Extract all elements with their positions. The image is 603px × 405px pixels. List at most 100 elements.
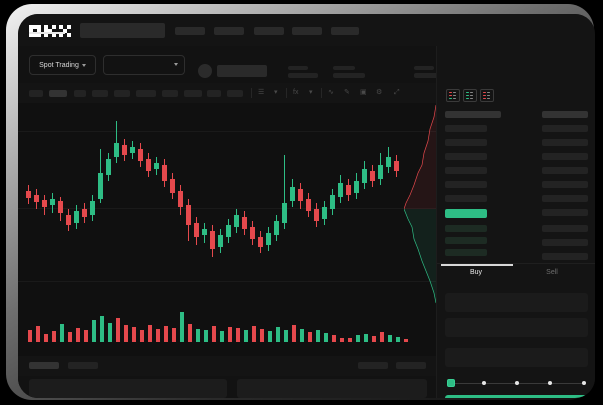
volume-bar bbox=[68, 332, 72, 342]
chevron-down-icon-indicator[interactable]: ▾ bbox=[309, 89, 313, 96]
bottom-action-2[interactable] bbox=[396, 362, 426, 369]
orderbook-bid-row[interactable] bbox=[445, 237, 487, 244]
orderbook-ask-row[interactable] bbox=[445, 167, 487, 174]
timeframe-4[interactable] bbox=[114, 90, 130, 97]
candlestick-icon[interactable]: ☰ bbox=[258, 89, 265, 96]
volume-bar bbox=[180, 312, 184, 342]
timeframe-6[interactable] bbox=[162, 90, 178, 97]
slider-step-2[interactable] bbox=[482, 380, 486, 385]
bottom-tab-open-orders[interactable] bbox=[29, 362, 59, 369]
timeframe-9[interactable] bbox=[227, 90, 243, 97]
candle bbox=[66, 103, 71, 308]
orderbook-ask-row[interactable] bbox=[445, 181, 487, 188]
depth-view-asks-icon[interactable] bbox=[480, 89, 494, 102]
volume-bar bbox=[340, 338, 344, 342]
slider-step-3[interactable] bbox=[515, 380, 519, 385]
candle bbox=[314, 103, 319, 308]
order-book[interactable] bbox=[437, 105, 595, 264]
line-wave-icon[interactable]: ∿ bbox=[328, 89, 334, 96]
depth-view-bids-icon[interactable] bbox=[463, 89, 477, 102]
ticker-stat-2 bbox=[333, 66, 365, 78]
price-chart[interactable] bbox=[18, 103, 436, 356]
timeframe-7[interactable] bbox=[184, 90, 202, 97]
candle bbox=[202, 103, 207, 308]
volume-bar bbox=[276, 327, 280, 342]
nav-item-4[interactable] bbox=[292, 27, 322, 35]
orderbook-ask-row[interactable] bbox=[445, 139, 487, 146]
slider-step-5[interactable] bbox=[582, 380, 586, 385]
orderbook-ask-row[interactable] bbox=[445, 153, 487, 160]
volume-bar bbox=[84, 330, 88, 342]
orderbook-right-value bbox=[542, 195, 588, 202]
orderbook-ask-row[interactable] bbox=[445, 195, 487, 202]
app-screen: Spot Trading bbox=[18, 14, 595, 398]
volume-bar bbox=[204, 330, 208, 342]
orderbook-right-value bbox=[542, 239, 588, 246]
candle bbox=[362, 103, 367, 308]
pencil-icon[interactable]: ✎ bbox=[344, 89, 350, 96]
timeframe-2[interactable] bbox=[74, 90, 86, 97]
search-input[interactable] bbox=[80, 23, 165, 38]
trading-mode-selector[interactable]: Spot Trading bbox=[29, 55, 96, 75]
timeframe-3[interactable] bbox=[92, 90, 108, 97]
orderbook-header-right bbox=[542, 111, 588, 118]
tab-sell[interactable]: Sell bbox=[546, 269, 558, 276]
ticker-stat-3-value bbox=[414, 73, 444, 78]
order-total-field[interactable] bbox=[445, 348, 588, 367]
ticker-stat-3-label bbox=[414, 66, 434, 70]
slider-handle[interactable] bbox=[447, 379, 455, 387]
nav-item-1[interactable] bbox=[175, 27, 205, 35]
orderbook-bid-row[interactable] bbox=[445, 225, 487, 232]
candle bbox=[74, 103, 79, 308]
volume-bar bbox=[188, 324, 192, 342]
candle bbox=[186, 103, 191, 308]
candle bbox=[282, 103, 287, 308]
volume-bar bbox=[100, 316, 104, 342]
fullscreen-icon[interactable]: ⤢ bbox=[394, 89, 400, 96]
nav-item-5[interactable] bbox=[331, 27, 359, 35]
nav-item-3[interactable] bbox=[254, 27, 284, 35]
bottom-action-1[interactable] bbox=[358, 362, 388, 369]
pair-selector[interactable] bbox=[103, 55, 185, 75]
place-buy-order-button[interactable] bbox=[445, 395, 588, 398]
bottom-panel-right[interactable] bbox=[237, 379, 427, 398]
volume-bar bbox=[28, 330, 32, 342]
depth-view-both-icon[interactable] bbox=[446, 89, 460, 102]
orderbook-right-value bbox=[542, 209, 588, 216]
okx-logo[interactable] bbox=[29, 25, 71, 37]
device-frame: Spot Trading bbox=[6, 4, 595, 400]
nav-item-2[interactable] bbox=[214, 27, 244, 35]
candle bbox=[26, 103, 31, 308]
order-price-field[interactable] bbox=[445, 293, 588, 312]
orderbook-bid-row[interactable] bbox=[445, 249, 487, 256]
settings-icon[interactable]: ⚙ bbox=[376, 89, 383, 96]
slider-step-4[interactable] bbox=[548, 380, 552, 385]
orderbook-right-value bbox=[542, 181, 588, 188]
tab-buy[interactable]: Buy bbox=[469, 269, 483, 276]
camera-icon[interactable]: ▣ bbox=[360, 89, 367, 96]
chevron-down-icon-chart-type[interactable]: ▾ bbox=[274, 89, 278, 96]
volume-bar bbox=[220, 331, 224, 342]
orderbook-ask-row[interactable] bbox=[445, 125, 487, 132]
ticker-stat-1-label bbox=[288, 66, 308, 70]
volume-bar bbox=[396, 337, 400, 342]
timeframe-1-active[interactable] bbox=[49, 90, 67, 97]
candle bbox=[82, 103, 87, 308]
active-tab-indicator bbox=[29, 32, 65, 34]
timeframe-0[interactable] bbox=[29, 90, 43, 97]
timeframe-5[interactable] bbox=[136, 90, 156, 97]
order-amount-slider[interactable] bbox=[447, 379, 588, 387]
trading-mode-label: Spot Trading bbox=[39, 61, 79, 69]
volume-bar bbox=[292, 325, 296, 342]
volume-bar bbox=[212, 326, 216, 342]
timeframe-8[interactable] bbox=[207, 90, 221, 97]
volume-bar bbox=[252, 326, 256, 342]
orderbook-right-value bbox=[542, 125, 588, 132]
bottom-tab-order-history[interactable] bbox=[68, 362, 98, 369]
bottom-panel-left[interactable] bbox=[29, 379, 227, 398]
volume-bar bbox=[132, 327, 136, 342]
volume-bar bbox=[60, 324, 64, 342]
candle bbox=[130, 103, 135, 308]
indicator-icon[interactable]: fx bbox=[293, 89, 299, 96]
order-amount-field[interactable] bbox=[445, 318, 588, 337]
